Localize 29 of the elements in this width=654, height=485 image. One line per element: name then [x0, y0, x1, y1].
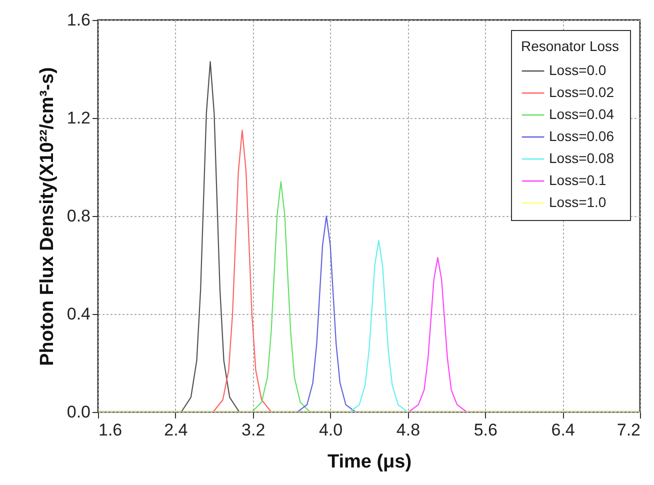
line-series — [296, 215, 356, 412]
legend-label: Loss=0.0 — [549, 62, 606, 78]
x-tick-label: 7.2 — [616, 420, 640, 440]
y-tick-label: 0.4 — [66, 304, 90, 324]
y-tick-label: 1.6 — [66, 10, 90, 30]
x-tick-label: 5.6 — [474, 420, 498, 440]
x-tick-label: 3.2 — [242, 420, 266, 440]
line-series — [212, 130, 272, 412]
legend-label: Loss=1.0 — [549, 194, 606, 210]
y-axis-title: Photon Flux Density(X10²²/cm³-s) — [36, 67, 58, 366]
legend-label: Loss=0.06 — [549, 128, 614, 144]
y-tick-label: 0.8 — [66, 206, 90, 226]
legend-label: Loss=0.1 — [549, 172, 606, 188]
line-series — [408, 257, 468, 412]
legend-label: Loss=0.08 — [549, 150, 614, 166]
x-axis-title: Time (μs) — [327, 452, 412, 472]
legend-title: Resonator Loss — [521, 38, 620, 54]
legend-label: Loss=0.02 — [549, 84, 614, 100]
line-series — [180, 61, 240, 412]
x-tick-label: 6.4 — [551, 420, 575, 440]
x-tick-label: 2.4 — [164, 420, 188, 440]
x-tick-label: 1.6 — [98, 420, 122, 440]
line-series — [251, 181, 311, 412]
x-tick-label: 4.8 — [396, 420, 420, 440]
legend-label: Loss=0.04 — [549, 106, 614, 122]
x-tick-label: 4.0 — [318, 420, 343, 440]
line-series — [349, 240, 408, 412]
y-tick-label: 0.0 — [66, 402, 90, 422]
y-tick-label: 1.2 — [66, 108, 90, 128]
